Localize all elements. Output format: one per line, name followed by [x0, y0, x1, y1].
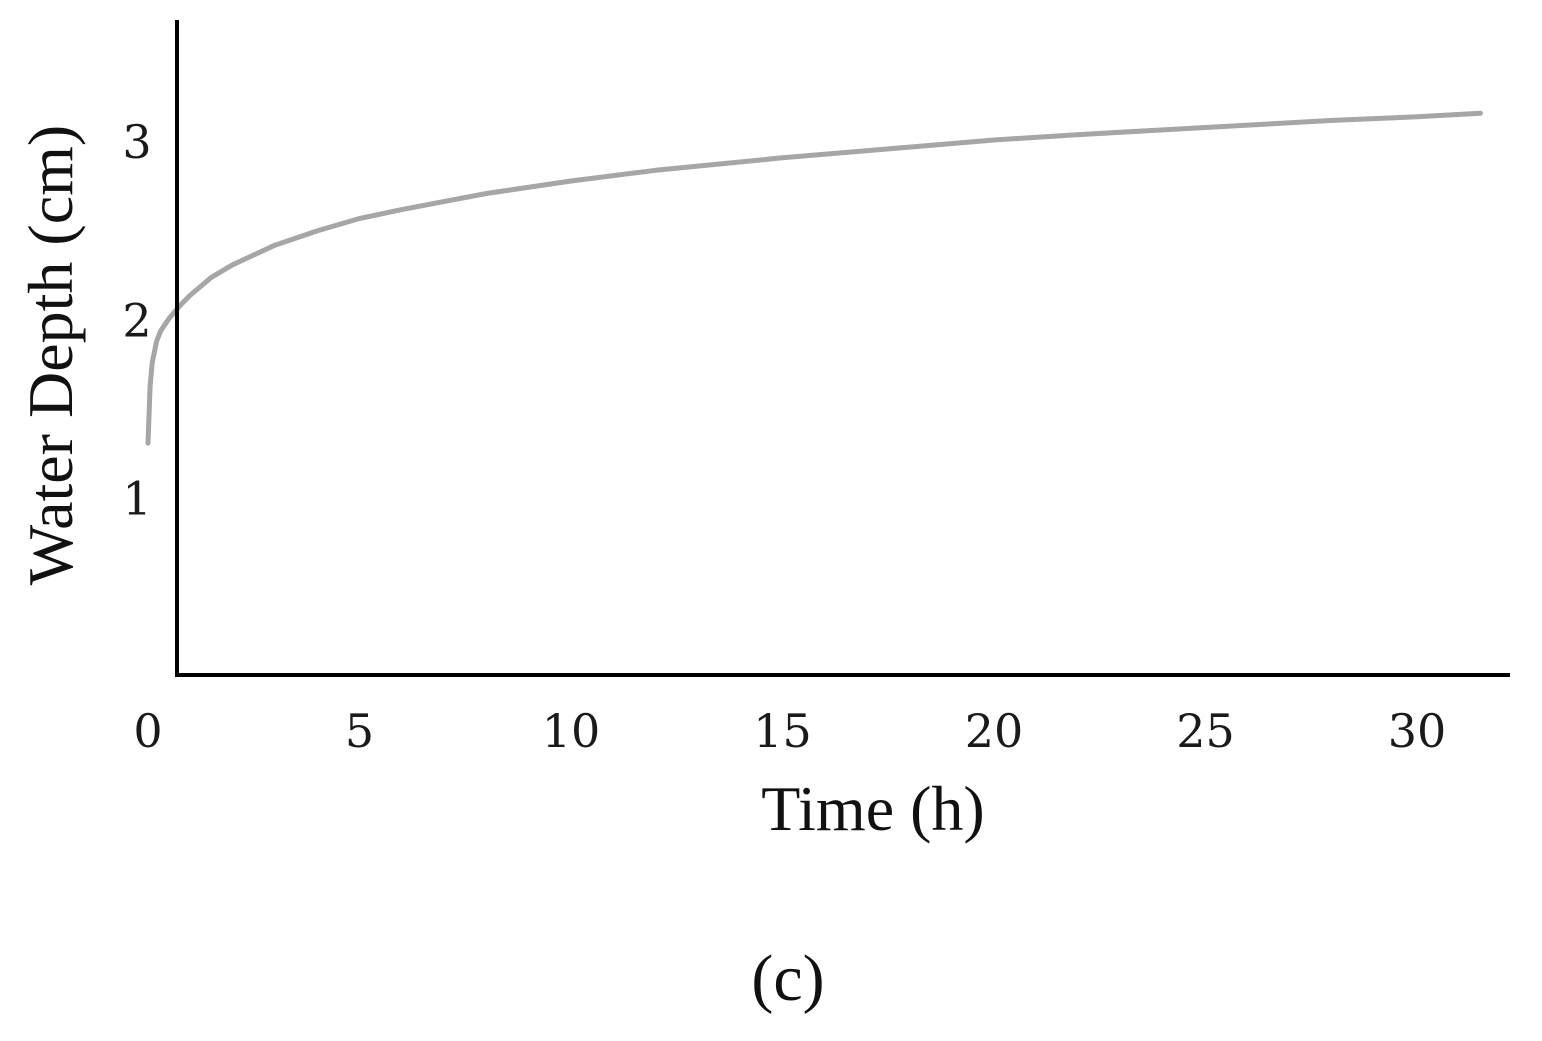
x-tick-label: 20 — [965, 704, 1024, 758]
x-tick-label: 5 — [345, 704, 374, 758]
plot-area — [145, 110, 1483, 446]
y-tick-label: 3 — [122, 115, 151, 169]
y-tick-label: 2 — [122, 293, 151, 347]
y-axis-title: Water Depth (cm) — [15, 125, 86, 585]
series-line-0 — [145, 110, 1483, 446]
panel-label: (c) — [751, 942, 824, 1015]
x-tick-label: 0 — [133, 704, 162, 758]
x-tick-label: 25 — [1176, 704, 1235, 758]
y-tick-labels: 1 2 3 — [122, 115, 151, 526]
y-tick-label: 1 — [122, 472, 151, 526]
x-tick-labels: 0 5 10 15 20 25 30 — [133, 704, 1446, 758]
x-tick-label: 15 — [753, 704, 812, 758]
x-tick-label: 30 — [1388, 704, 1447, 758]
x-axis-title: Time (h) — [761, 773, 984, 844]
x-tick-label: 10 — [542, 704, 601, 758]
